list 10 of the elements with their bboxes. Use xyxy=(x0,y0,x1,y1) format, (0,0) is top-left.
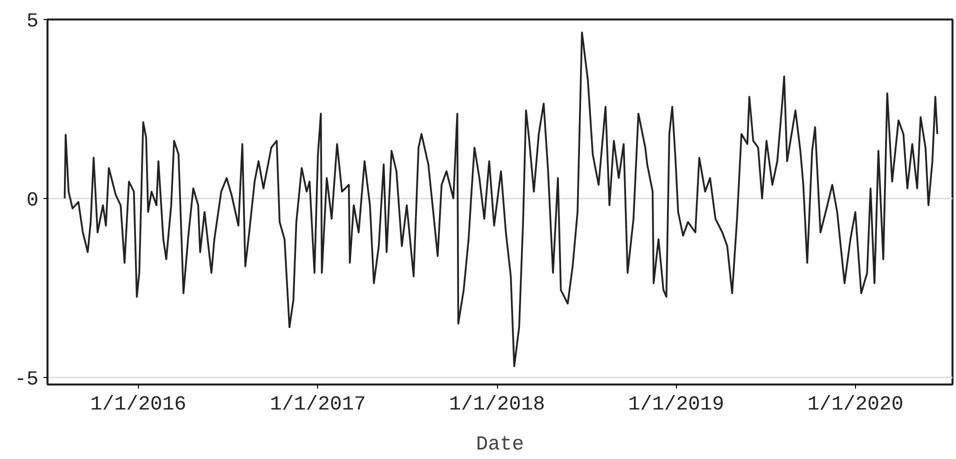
y-tick-label: 5 xyxy=(26,10,39,34)
x-tick-label: 1/1/2020 xyxy=(807,394,904,416)
line-series xyxy=(64,31,938,368)
y-tick-label: 0 xyxy=(26,189,39,212)
x-tick-label: 1/1/2019 xyxy=(628,394,724,416)
x-tick-label: 1/1/2018 xyxy=(449,394,546,416)
x-tick-label: 1/1/2016 xyxy=(90,394,186,416)
x-tick-label: 1/1/2017 xyxy=(270,394,366,416)
y-tick-label: -5 xyxy=(14,368,39,392)
x-axis-title: Date xyxy=(476,434,524,456)
